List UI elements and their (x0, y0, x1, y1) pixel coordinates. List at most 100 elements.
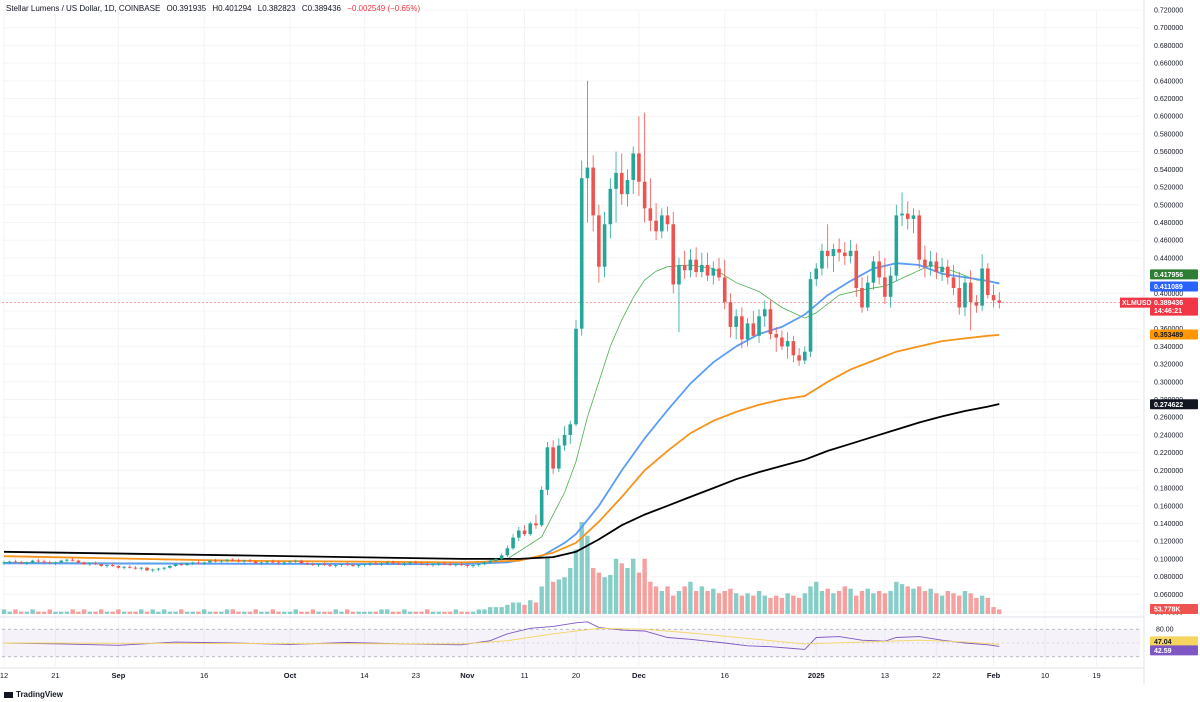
candle-body (162, 567, 166, 569)
y-tick-label: 0.680000 (1154, 43, 1183, 50)
candle (442, 561, 447, 566)
candle-body (608, 188, 613, 225)
candle (202, 561, 206, 566)
price-badge: 0.417956 (1150, 269, 1198, 280)
candle-body (900, 213, 904, 216)
tradingview-logo[interactable]: TradingView (4, 690, 63, 699)
volume-bar (1, 609, 7, 614)
volume-bar (156, 611, 161, 614)
candle (574, 319, 578, 427)
candle (499, 553, 504, 561)
volume-bar (99, 609, 104, 614)
ma-line-ma200 (3, 403, 1000, 560)
candle-body (351, 565, 355, 566)
price-axis[interactable]: 0.0400000.0600000.0800000.1000000.120000… (1143, 0, 1183, 684)
candle (248, 558, 252, 563)
candle-body (986, 268, 990, 296)
volume-bar (699, 586, 705, 614)
candle-body (785, 341, 790, 347)
y-tick-label: 0.720000 (1154, 8, 1183, 15)
candle (253, 560, 258, 565)
candle (728, 293, 733, 338)
candle (133, 565, 138, 570)
x-tick-label: 14 (360, 671, 368, 680)
candle-body (202, 562, 206, 564)
volume-bar (476, 609, 481, 614)
volume-bar (104, 611, 110, 614)
candle (162, 566, 166, 571)
candle (53, 561, 58, 566)
candle (860, 277, 864, 313)
candle-body (722, 277, 727, 303)
candle (88, 562, 92, 566)
time-axis[interactable]: 12 21 Sep 16 Oct 14 23 Nov 11 20 Dec 16 2025 13 22 Feb 1… (0, 667, 1144, 680)
candle-body (528, 523, 533, 535)
volume-bar (899, 584, 905, 614)
volume-bar (270, 609, 276, 614)
candle-body (322, 564, 327, 566)
candle-body (442, 563, 447, 565)
volume-bar (951, 593, 956, 614)
y-tick-label: 0.320000 (1154, 362, 1183, 369)
candle (814, 263, 819, 287)
candle (128, 565, 132, 569)
x-tick-label: 12 (0, 671, 8, 680)
candle-body (602, 224, 607, 267)
candle (894, 204, 899, 281)
candle-body (391, 562, 395, 564)
candle (837, 238, 841, 262)
candle (974, 295, 979, 313)
candle-body (631, 153, 635, 180)
volume-bar (979, 595, 985, 614)
y-tick-label: 0.440000 (1154, 255, 1183, 262)
candle (13, 559, 18, 564)
candle-body (574, 328, 578, 425)
candle (774, 326, 778, 352)
price-badge-bg (1150, 269, 1198, 280)
volume-bar (648, 581, 653, 614)
volume-bar (556, 579, 562, 614)
volume-bar (247, 611, 253, 614)
volume-bar (945, 591, 950, 614)
candle (345, 562, 349, 566)
x-tick-label: 20 (572, 671, 580, 680)
volume-bar (802, 593, 807, 614)
volume-bar (631, 558, 636, 614)
symbol-title[interactable]: Stellar Lumens / US Dollar, 1D, COINBASE (6, 4, 161, 13)
candle (637, 116, 641, 196)
price-badge-value: 0.389436 (1154, 300, 1183, 307)
rsi-panel: 80.00 (0, 616, 1174, 658)
candle (351, 563, 355, 567)
volume-bar (814, 581, 819, 614)
candle (276, 560, 281, 565)
candle (757, 309, 761, 343)
candle (454, 563, 458, 567)
volume-badge-bg (1150, 604, 1198, 614)
volume-bar (367, 611, 373, 614)
candle (539, 486, 544, 528)
rsi-line (3, 621, 1000, 650)
candle (568, 420, 573, 444)
candle (299, 559, 304, 565)
candle-body (7, 561, 12, 563)
candle-body (236, 560, 241, 562)
rsi-badge-bg (1150, 636, 1198, 647)
volume-bar (339, 611, 344, 614)
volume-bar (894, 581, 899, 614)
price-badge-bg (1150, 297, 1198, 316)
candle-body (837, 249, 841, 253)
volume-bar (333, 609, 338, 614)
candle (396, 561, 401, 566)
candle (911, 208, 916, 234)
low-label: L (257, 4, 263, 13)
candle-body (619, 172, 624, 195)
volume-bar (590, 568, 596, 614)
candle-body (585, 167, 590, 179)
candle-body (728, 302, 733, 327)
volume-bar (59, 611, 64, 614)
candle-body (928, 261, 933, 267)
volume-bar (722, 591, 727, 614)
candle-body (934, 261, 939, 273)
candle (705, 252, 710, 281)
